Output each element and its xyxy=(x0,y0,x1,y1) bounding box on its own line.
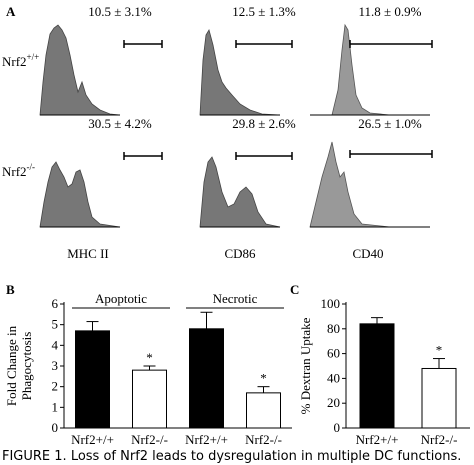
gates xyxy=(123,40,433,160)
gate-label: 11.8 ± 0.9% xyxy=(359,4,422,19)
y-tick-label: 0 xyxy=(334,420,341,435)
x-tick-label: Nrf2+/+ xyxy=(356,432,399,447)
y-tick-label: 6 xyxy=(52,296,59,311)
y-tick-label: 1 xyxy=(52,399,59,414)
y-tick-label: 100 xyxy=(321,296,341,311)
bar xyxy=(189,328,224,429)
y-tick-label: 20 xyxy=(327,395,340,410)
significance: * xyxy=(146,350,153,365)
column-label: CD40 xyxy=(352,246,383,261)
y-tick-label: 60 xyxy=(327,346,340,361)
y-tick-label: 80 xyxy=(327,321,340,336)
y-axis-label: Fold Change in xyxy=(4,325,19,406)
caption: FIGURE 1. Loss of Nrf2 leads to dysregul… xyxy=(2,449,461,464)
y-tick-label: 2 xyxy=(52,379,59,394)
group-label: Apoptotic xyxy=(95,291,147,306)
y-tick-label: 40 xyxy=(327,370,340,385)
bar xyxy=(75,330,110,429)
gate-label: 29.8 ± 2.6% xyxy=(232,116,296,131)
bar xyxy=(421,367,457,429)
gate-label: 30.5 ± 4.2% xyxy=(88,116,152,131)
y-axis-label: % Dextran Uptake xyxy=(298,317,313,414)
significance: * xyxy=(436,343,443,358)
x-tick-label: Nrf2-/- xyxy=(245,432,282,447)
group-label: Necrotic xyxy=(213,291,258,306)
panel-label: A xyxy=(6,4,16,19)
bar xyxy=(359,323,395,429)
column-label: CD86 xyxy=(224,246,256,261)
y-tick-label: 5 xyxy=(52,317,59,332)
gate-label: 12.5 ± 1.3% xyxy=(232,4,296,19)
x-tick-label: Nrf2-/- xyxy=(421,432,458,447)
x-tick-label: Nrf2-/- xyxy=(131,432,168,447)
histograms xyxy=(39,23,430,228)
bar xyxy=(246,392,281,429)
bar xyxy=(132,369,167,429)
gate-label: 10.5 ± 3.1% xyxy=(88,4,152,19)
y-tick-label: 3 xyxy=(52,358,59,373)
gate-label: 26.5 ± 1.0% xyxy=(358,116,422,131)
row-label: Nrf2+/+ xyxy=(2,52,39,69)
x-tick-label: Nrf2+/+ xyxy=(185,432,228,447)
panel-label: B xyxy=(6,282,15,297)
x-tick-label: Nrf2+/+ xyxy=(71,432,114,447)
panel-label: C xyxy=(290,282,299,297)
column-label: MHC II xyxy=(67,246,109,261)
significance: * xyxy=(260,371,267,386)
y-tick-label: 0 xyxy=(52,420,59,435)
row-label: Nrf2-/- xyxy=(2,162,35,179)
y-axis-label: Phagocytosis xyxy=(19,332,34,401)
y-tick-label: 4 xyxy=(52,337,59,352)
